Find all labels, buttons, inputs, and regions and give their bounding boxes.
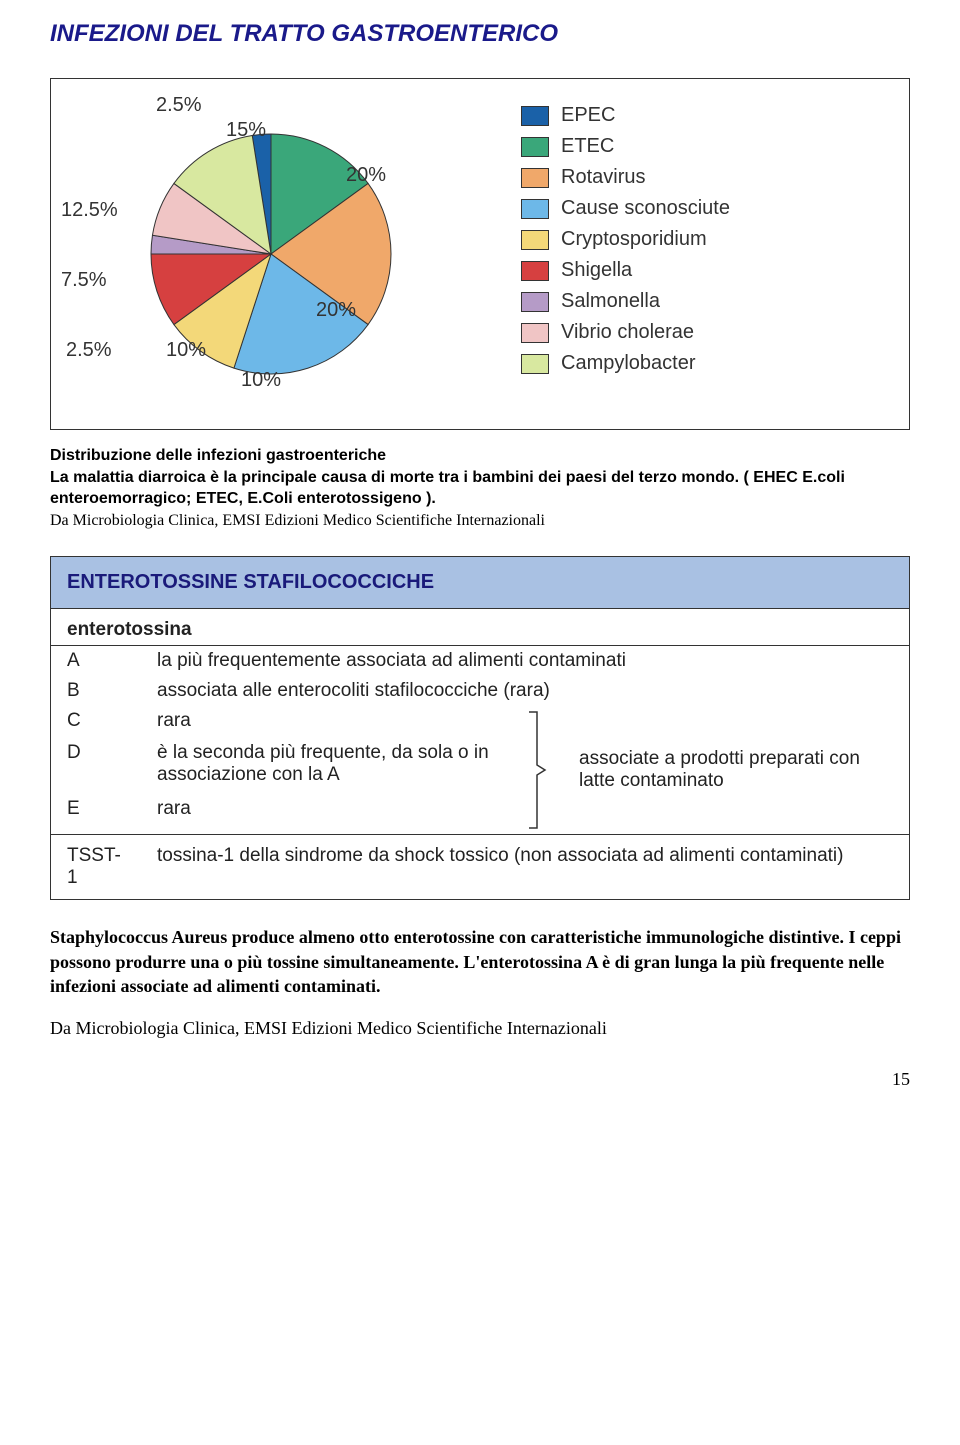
bracket-icon <box>527 710 547 830</box>
legend-label: ETEC <box>561 135 614 158</box>
pie-chart-container: 2.5% 15% 20% 20% 10% 10% 2.5% 7.5% 12.5% EPEC ETE… <box>50 78 910 430</box>
legend-label: Cryptosporidium <box>561 228 707 251</box>
toxin-table-title: ENTEROTOSSINE STAFILOCOCCICHE <box>67 571 434 593</box>
pie-slice-label: 20% <box>346 164 386 187</box>
caption-line1: Distribuzione delle infezioni gastroente… <box>50 447 386 464</box>
page-number: 15 <box>50 1069 910 1090</box>
legend-item: Campylobacter <box>521 352 889 375</box>
legend-swatch <box>521 106 549 126</box>
legend-label: Cause sconosciute <box>561 197 730 220</box>
pie-slice-label: 15% <box>226 119 266 142</box>
toxin-row-desc: rara <box>141 794 511 835</box>
legend-swatch <box>521 168 549 188</box>
legend-swatch <box>521 354 549 374</box>
legend-item: Rotavirus <box>521 166 889 189</box>
pie-svg <box>71 94 451 414</box>
toxin-caption-text: Staphylococcus Aureus produce almeno ott… <box>50 927 901 996</box>
pie-slice-label: 10% <box>166 339 206 362</box>
source-line-2: Da Microbiologia Clinica, EMSI Edizioni … <box>50 1018 910 1039</box>
legend-label: Shigella <box>561 259 632 282</box>
toxin-row-desc: la più frequentemente associata ad alime… <box>141 646 909 677</box>
caption-source: Da Microbiologia Clinica, EMSI Edizioni … <box>50 512 545 529</box>
toxin-table: ENTEROTOSSINE STAFILOCOCCICHE enterotoss… <box>51 557 909 899</box>
toxin-row-code: A <box>51 646 141 677</box>
legend-label: Rotavirus <box>561 166 645 189</box>
legend-item: ETEC <box>521 135 889 158</box>
toxin-row-code: C <box>51 706 141 738</box>
legend-swatch <box>521 292 549 312</box>
legend-swatch <box>521 323 549 343</box>
toxin-caption: Staphylococcus Aureus produce almeno ott… <box>50 925 910 998</box>
legend-label: Campylobacter <box>561 352 696 375</box>
pie-slice-label: 10% <box>241 369 281 392</box>
toxin-row-desc: rara <box>141 706 511 738</box>
pie-slice-label: 7.5% <box>61 269 107 292</box>
legend-label: Vibrio cholerae <box>561 321 694 344</box>
toxin-footer-code: TSST-1 <box>51 835 141 900</box>
toxin-row-code: D <box>51 738 141 793</box>
legend-item: Vibrio cholerae <box>521 321 889 344</box>
legend-swatch <box>521 137 549 157</box>
pie-slice-label: 2.5% <box>66 339 112 362</box>
bracket-cell <box>511 706 563 835</box>
legend-swatch <box>521 261 549 281</box>
toxin-table-header: enterotossina <box>51 609 909 646</box>
page-title: INFEZIONI DEL TRATTO GASTROENTERICO <box>50 20 910 48</box>
toxin-footer-desc: tossina-1 della sindrome da shock tossic… <box>141 835 909 900</box>
toxin-row-code: B <box>51 676 141 706</box>
pie-slice-label: 2.5% <box>156 94 202 117</box>
legend-item: Cryptosporidium <box>521 228 889 251</box>
legend-label: Salmonella <box>561 290 660 313</box>
legend-item: Cause sconosciute <box>521 197 889 220</box>
pie-slice-label: 20% <box>316 299 356 322</box>
caption-line2a: La malattia diarroica è la principale ca… <box>50 469 744 486</box>
toxin-note: associate a prodotti preparati con latte… <box>563 706 909 835</box>
legend-item: Salmonella <box>521 290 889 313</box>
toxin-row-desc: è la seconda più frequente, da sola o in… <box>141 738 511 793</box>
legend-item: Shigella <box>521 259 889 282</box>
legend-swatch <box>521 230 549 250</box>
toxin-row-code: E <box>51 794 141 835</box>
pie-slice-label: 12.5% <box>61 199 118 222</box>
pie-chart: 2.5%15%20%20%10%10%2.5%7.5%12.5% <box>71 94 451 414</box>
toxin-table-container: ENTEROTOSSINE STAFILOCOCCICHE enterotoss… <box>50 556 910 900</box>
toxin-row-desc: associata alle enterocoliti stafilococci… <box>141 676 909 706</box>
legend-label: EPEC <box>561 104 615 127</box>
pie-legend: EPEC ETEC Rotavirus Cause sconosciute Crypto… <box>521 94 889 383</box>
legend-swatch <box>521 199 549 219</box>
chart-caption: Distribuzione delle infezioni gastroente… <box>50 445 910 531</box>
legend-item: EPEC <box>521 104 889 127</box>
